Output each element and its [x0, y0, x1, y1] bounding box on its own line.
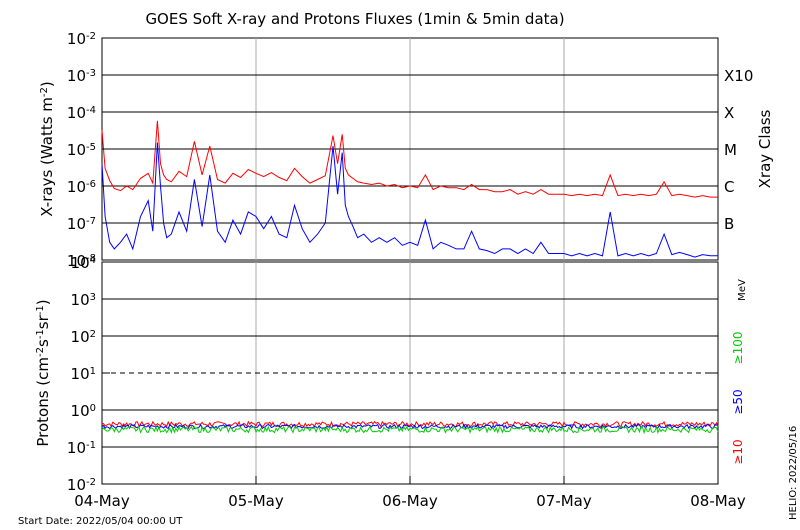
proton-energy-label: ≥100	[731, 332, 745, 365]
xray-y-tick-label: 10-5	[67, 141, 96, 159]
proton-energy-label: MeV	[737, 279, 748, 301]
proton-series-p10	[101, 420, 719, 428]
xray-class-label: M	[724, 141, 737, 159]
proton-y-tick-label: 102	[71, 328, 96, 346]
proton-series-p100	[101, 425, 719, 435]
proton-y-tick-label: 104	[71, 254, 96, 272]
xray-class-labels: B C M X X10	[724, 67, 753, 233]
proton-energy-label: ≥10	[731, 439, 745, 464]
xray-y-axis-title: X-rays (Watts m-2)	[38, 81, 56, 216]
proton-y-tick-label: 10-1	[67, 439, 96, 457]
proton-y-tick-label: 101	[71, 365, 96, 383]
x-tick-label: 04-May	[74, 492, 130, 510]
helio-stamp: HELIO: 2022/05/16	[788, 426, 799, 520]
xray-y-tick-label: 10-4	[67, 104, 96, 122]
xray-y-tick-label: 10-7	[67, 215, 96, 233]
proton-y-ticks: 10-2 10-1 100 101 102 103 104	[67, 254, 718, 494]
proton-grid	[102, 262, 718, 484]
x-tick-label: 06-May	[382, 492, 438, 510]
proton-panel: 10-2 10-1 100 101 102 103 104 MeV ≥100 ≥50 ≥10 Pr…	[34, 254, 748, 494]
chart-title: GOES Soft X-ray and Protons Fluxes (1min…	[145, 10, 564, 28]
proton-energy-label: ≥50	[731, 389, 745, 414]
proton-y-tick-label: 100	[71, 402, 96, 420]
xray-class-axis-title: Xray Class	[756, 109, 774, 188]
proton-y-tick-label: 103	[71, 291, 96, 309]
x-tick-label: 07-May	[536, 492, 592, 510]
x-tick-label: 05-May	[228, 492, 284, 510]
xray-class-label: C	[724, 178, 734, 196]
xray-series-short	[101, 142, 718, 258]
xray-panel: 10-8 10-7 10-6 10-5 10-4 10-3 10-2 B C M X X10 X-r…	[38, 30, 774, 270]
x-tick-labels: 04-May 05-May 06-May 07-May 08-May	[74, 476, 746, 510]
xray-class-label: X	[724, 104, 734, 122]
start-date: Start Date: 2022/05/04 00:00 UT	[18, 516, 183, 527]
xray-y-ticks: 10-8 10-7 10-6 10-5 10-4 10-3 10-2	[67, 30, 718, 270]
x-tick-label: 08-May	[690, 492, 746, 510]
xray-class-label: X10	[724, 67, 753, 85]
proton-y-tick-label: 10-2	[67, 476, 96, 494]
proton-y-axis-title: Protons (cm-2s-1sr-1)	[34, 299, 52, 446]
xray-grid	[102, 38, 718, 260]
xray-series-long	[101, 120, 718, 198]
xray-y-tick-label: 10-6	[67, 178, 96, 196]
xray-series	[101, 120, 718, 258]
proton-energy-labels: MeV ≥100 ≥50 ≥10	[731, 279, 748, 465]
xray-y-tick-label: 10-2	[67, 30, 96, 48]
xray-class-label: B	[724, 215, 734, 233]
xray-y-tick-label: 10-3	[67, 67, 96, 85]
proton-series	[101, 420, 719, 435]
xray-y-tick-label: 10-8	[67, 252, 96, 270]
proton-series-p50	[101, 423, 719, 430]
